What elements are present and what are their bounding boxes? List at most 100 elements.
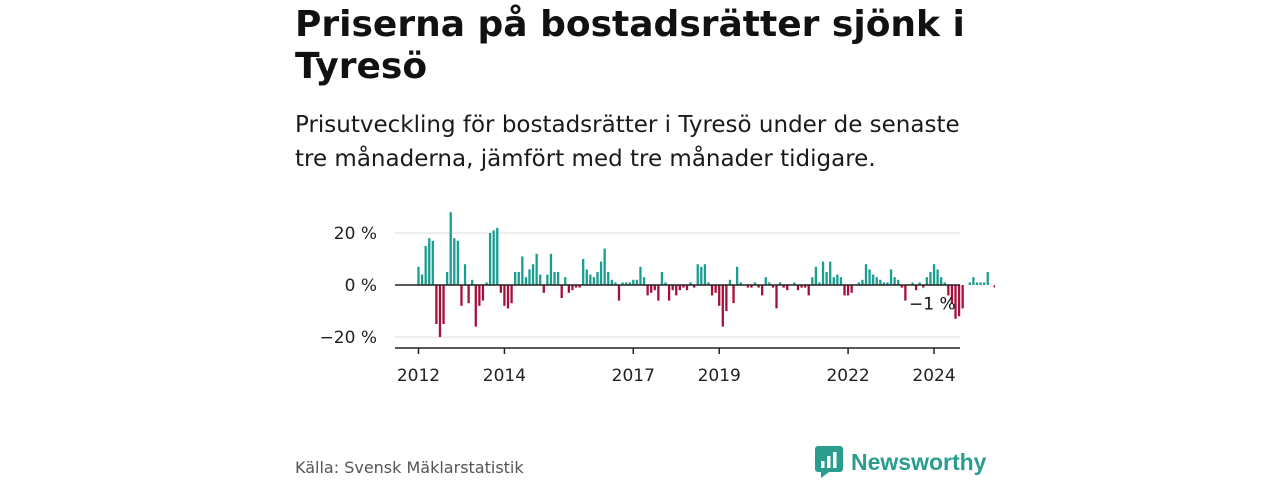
bar [438, 285, 442, 337]
bar [639, 266, 642, 285]
bar [621, 282, 624, 285]
bar [467, 285, 470, 304]
bar [646, 285, 649, 296]
bar [478, 285, 481, 306]
bar [488, 233, 492, 285]
bar [914, 285, 918, 291]
bar [735, 266, 739, 285]
bar [893, 277, 896, 285]
bar [864, 264, 868, 285]
bar [653, 285, 656, 291]
bar [775, 285, 778, 309]
bar [714, 285, 717, 293]
bar [746, 285, 750, 288]
y-tick-label: −20 % [320, 328, 377, 348]
bar [607, 272, 610, 285]
bar [499, 285, 502, 293]
bar [725, 285, 728, 311]
bar [420, 274, 424, 285]
bar [718, 285, 721, 306]
bar [435, 285, 438, 324]
bar [825, 272, 828, 285]
bar [753, 282, 757, 285]
bar [592, 277, 596, 285]
bar [689, 282, 692, 285]
bar [750, 285, 753, 288]
bar [624, 282, 628, 285]
chart-card: Priserna på bostadsrätter sjönk i Tyresö… [295, 0, 995, 480]
bar [539, 274, 542, 285]
bar [764, 277, 767, 285]
bar [485, 282, 488, 285]
bar [936, 269, 939, 285]
bar [675, 285, 678, 296]
source-note: Källa: Svensk Mäklarstatistik [295, 458, 524, 477]
bar [900, 285, 903, 288]
bar [707, 282, 710, 285]
bar [428, 238, 431, 285]
bar [660, 272, 664, 285]
bar [897, 279, 900, 285]
x-tick-label: 2014 [483, 366, 526, 386]
bar [911, 282, 914, 285]
bar [556, 272, 560, 285]
bar [514, 272, 517, 285]
bar [904, 285, 907, 301]
bar [947, 285, 950, 296]
bar [496, 227, 499, 285]
bar [875, 277, 878, 285]
bar [739, 282, 742, 285]
bar [703, 264, 707, 285]
bar [975, 282, 979, 285]
bar [829, 261, 832, 285]
bar [442, 285, 445, 324]
bar [882, 282, 886, 285]
bar [922, 285, 925, 288]
bar [506, 285, 510, 309]
bar [732, 285, 735, 304]
bar [761, 285, 764, 296]
bar [610, 279, 613, 285]
bar [954, 285, 957, 319]
bar [986, 272, 989, 285]
bar [657, 285, 660, 301]
bar [424, 246, 427, 285]
bar [517, 272, 520, 285]
bar [693, 285, 696, 288]
bar [979, 282, 982, 285]
y-tick-label: 0 % [345, 276, 377, 296]
bar [814, 266, 818, 285]
bar [603, 248, 606, 285]
bar [696, 264, 699, 285]
bar [793, 282, 796, 285]
bar [872, 274, 875, 285]
x-tick-label: 2017 [612, 366, 655, 386]
bar [886, 282, 889, 285]
bar [968, 282, 971, 285]
bar [549, 253, 553, 285]
bar [628, 282, 631, 285]
bar [599, 261, 603, 285]
bar [463, 264, 467, 285]
bar [546, 274, 549, 285]
newsworthy-logo[interactable]: Newsworthy [815, 446, 986, 478]
bar [771, 285, 775, 288]
bar [453, 238, 456, 285]
bar [710, 285, 714, 296]
brand-name: Newsworthy [851, 448, 987, 475]
bar [471, 279, 474, 285]
bar [796, 285, 800, 291]
bar [635, 279, 639, 285]
bar [821, 261, 825, 285]
bar [861, 279, 864, 285]
bar [700, 266, 703, 285]
bar [846, 285, 850, 296]
bar [721, 285, 724, 327]
bar [589, 274, 592, 285]
bar [868, 269, 871, 285]
bar [614, 282, 617, 285]
bar [567, 285, 571, 293]
bar [671, 285, 674, 291]
bar [642, 277, 646, 285]
bar [582, 259, 585, 285]
